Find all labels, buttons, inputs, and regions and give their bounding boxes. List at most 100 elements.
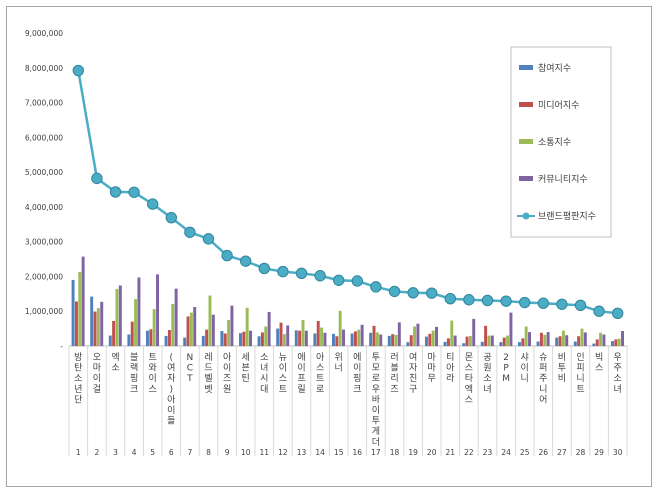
rank-label: 25 xyxy=(520,448,530,457)
bar-3 xyxy=(524,326,528,346)
bar-4 xyxy=(323,332,327,346)
bar-4 xyxy=(81,256,85,346)
bar-1 xyxy=(257,336,261,346)
bar-3 xyxy=(282,334,286,346)
bar-1 xyxy=(239,333,242,346)
bar-2 xyxy=(298,330,302,346)
line-point xyxy=(407,287,419,299)
bar-2 xyxy=(614,339,618,346)
bar-2 xyxy=(242,331,246,346)
line-point xyxy=(351,275,363,287)
bar-4 xyxy=(118,285,122,346)
bar-1 xyxy=(536,341,540,346)
bar-1 xyxy=(201,335,205,346)
bar-4 xyxy=(249,330,252,346)
bar-1 xyxy=(350,333,354,346)
line-point xyxy=(463,294,475,306)
y-tick-label: 9,000,000 xyxy=(25,29,63,38)
bar-2 xyxy=(149,329,153,346)
bar-2 xyxy=(353,331,357,346)
bar-4 xyxy=(156,274,159,346)
bar-3 xyxy=(78,271,82,346)
bar-1 xyxy=(183,337,187,346)
bar-4 xyxy=(267,311,271,346)
rank-label: 29 xyxy=(594,448,604,457)
brand-reputation-chart: - 1,000,000 2,000,000 3,000,000 4,000,000 5,0… xyxy=(25,29,628,457)
bar-4 xyxy=(211,314,215,346)
rank-label: 24 xyxy=(501,448,511,457)
bar-3 xyxy=(134,299,138,346)
legend-label: 참여지수 xyxy=(538,62,571,74)
legend-marker xyxy=(522,212,530,220)
line-point xyxy=(240,255,252,267)
rank-label: 20 xyxy=(427,448,437,457)
rank-label: 3 xyxy=(113,448,118,457)
bar-3 xyxy=(152,309,156,346)
bar-2 xyxy=(558,336,562,346)
bar-3 xyxy=(245,307,249,346)
bar-3 xyxy=(468,335,472,346)
rank-label: 11 xyxy=(260,448,270,457)
y-tick-label: 5,000,000 xyxy=(25,168,63,177)
line-point xyxy=(426,287,438,299)
category-labels: 방 탄 소 년 단 1 오 마 이 걸 2 엑 소 3 블 랙 핑 크 4 트 와 이 스 5 (여 자) 아 이 들 6 N C T 7 레 드 벨 벳… xyxy=(74,351,623,457)
bar-2 xyxy=(223,333,227,346)
bar-4 xyxy=(230,305,234,346)
bar-3 xyxy=(543,334,547,346)
bar-1 xyxy=(611,341,614,346)
bar-1 xyxy=(387,335,391,346)
bar-4 xyxy=(546,332,550,346)
bar-1 xyxy=(573,341,577,346)
bar-1 xyxy=(406,342,410,346)
line-point xyxy=(574,299,587,312)
bar-2 xyxy=(205,329,209,346)
bar-1 xyxy=(518,342,521,346)
bar-1 xyxy=(480,341,484,346)
legend-label: 커뮤니티지수 xyxy=(538,174,588,185)
line-point xyxy=(128,186,140,198)
line-point xyxy=(444,293,456,305)
bar-3 xyxy=(413,326,417,346)
rank-label: 5 xyxy=(150,448,155,457)
rank-label: 30 xyxy=(613,448,623,457)
rank-label: 2 xyxy=(95,448,100,457)
rank-label: 13 xyxy=(297,448,307,457)
bar-1 xyxy=(443,341,447,346)
bar-1 xyxy=(332,333,335,346)
y-tick-label: 2,000,000 xyxy=(25,272,63,281)
bar-4 xyxy=(435,326,438,346)
line-point xyxy=(370,281,382,293)
line-point xyxy=(147,198,159,210)
rank-label: 15 xyxy=(334,448,344,457)
bar-1 xyxy=(592,343,596,346)
bar-3 xyxy=(580,328,584,346)
bar-2 xyxy=(577,336,581,346)
bar-2 xyxy=(186,316,190,346)
bar-3 xyxy=(431,330,435,346)
y-tick-label: 3,000,000 xyxy=(25,238,63,247)
line-point xyxy=(295,267,308,280)
bar-2 xyxy=(521,338,525,346)
bar-3 xyxy=(375,332,379,346)
line-point xyxy=(165,211,178,224)
legend-swatch xyxy=(519,65,533,70)
bar-2 xyxy=(539,332,543,346)
bar-3 xyxy=(320,327,324,346)
y-tick-label: 8,000,000 xyxy=(25,64,63,73)
bar-3 xyxy=(506,335,510,346)
line-point xyxy=(556,298,568,310)
